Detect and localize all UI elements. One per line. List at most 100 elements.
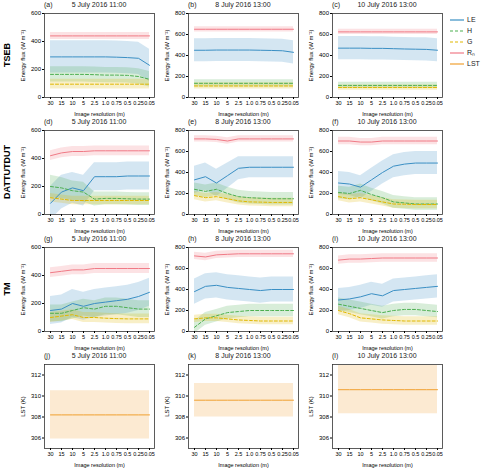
svg-text:15: 15 — [58, 217, 64, 223]
svg-text:0.75: 0.75 — [111, 217, 122, 223]
svg-text:312: 312 — [31, 372, 42, 378]
svg-text:308: 308 — [319, 414, 330, 420]
svg-text:308: 308 — [31, 414, 42, 420]
svg-text:Image resolution (m): Image resolution (m) — [74, 462, 125, 468]
svg-text:2.5: 2.5 — [91, 100, 99, 106]
svg-text:30: 30 — [47, 334, 53, 340]
svg-text:0.05: 0.05 — [432, 217, 443, 223]
svg-text:15: 15 — [58, 100, 64, 106]
svg-text:30: 30 — [335, 451, 341, 457]
svg-text:30: 30 — [191, 100, 197, 106]
svg-text:Energy flux (W m⁻²): Energy flux (W m⁻²) — [164, 263, 170, 315]
svg-text:Image resolution (m): Image resolution (m) — [218, 345, 269, 351]
svg-text:400: 400 — [31, 38, 42, 44]
svg-text:0.05: 0.05 — [144, 451, 155, 457]
svg-text:200: 200 — [319, 190, 330, 196]
svg-text:30: 30 — [191, 334, 197, 340]
svg-text:0.05: 0.05 — [432, 100, 443, 106]
svg-text:5: 5 — [82, 217, 85, 223]
svg-text:5: 5 — [370, 217, 373, 223]
svg-text:600: 600 — [175, 148, 186, 154]
svg-text:0.75: 0.75 — [111, 100, 122, 106]
svg-text:0: 0 — [326, 94, 330, 100]
svg-text:Image resolution (m): Image resolution (m) — [218, 111, 269, 117]
svg-text:400: 400 — [319, 169, 330, 175]
svg-text:0.05: 0.05 — [288, 334, 299, 340]
svg-text:30: 30 — [335, 334, 341, 340]
svg-text:0: 0 — [182, 94, 186, 100]
svg-text:1.0: 1.0 — [102, 217, 110, 223]
svg-text:30: 30 — [335, 100, 341, 106]
svg-text:0.5: 0.5 — [124, 217, 132, 223]
svg-text:Energy flux (W m⁻²): Energy flux (W m⁻²) — [20, 29, 26, 81]
svg-text:2.5: 2.5 — [91, 217, 99, 223]
svg-text:800: 800 — [175, 10, 186, 16]
svg-text:10: 10 — [213, 451, 219, 457]
svg-text:1.0: 1.0 — [390, 334, 398, 340]
svg-text:0.25: 0.25 — [133, 334, 144, 340]
svg-text:0.25: 0.25 — [277, 217, 288, 223]
svg-text:Image resolution (m): Image resolution (m) — [362, 462, 413, 468]
svg-text:0.25: 0.25 — [133, 217, 144, 223]
svg-text:600: 600 — [319, 31, 330, 37]
svg-text:400: 400 — [175, 169, 186, 175]
svg-text:600: 600 — [31, 244, 42, 250]
svg-text:30: 30 — [335, 217, 341, 223]
svg-text:Image resolution (m): Image resolution (m) — [362, 228, 413, 234]
svg-text:2.5: 2.5 — [235, 451, 243, 457]
svg-text:LST (K): LST (K) — [308, 396, 314, 417]
svg-text:200: 200 — [31, 300, 42, 306]
svg-text:0.05: 0.05 — [288, 451, 299, 457]
svg-text:0.25: 0.25 — [421, 100, 432, 106]
svg-text:5: 5 — [226, 217, 229, 223]
svg-text:1.0: 1.0 — [246, 334, 254, 340]
svg-text:800: 800 — [175, 244, 186, 250]
svg-text:800: 800 — [319, 127, 330, 133]
svg-text:0.05: 0.05 — [288, 217, 299, 223]
svg-text:10: 10 — [357, 100, 363, 106]
svg-text:2.5: 2.5 — [235, 100, 243, 106]
svg-text:5: 5 — [370, 100, 373, 106]
svg-text:0.05: 0.05 — [432, 334, 443, 340]
svg-text:5: 5 — [82, 334, 85, 340]
svg-text:0: 0 — [182, 211, 186, 217]
svg-text:0.75: 0.75 — [399, 100, 410, 106]
svg-text:15: 15 — [58, 334, 64, 340]
svg-text:400: 400 — [175, 286, 186, 292]
svg-text:310: 310 — [175, 393, 186, 399]
svg-text:0: 0 — [182, 328, 186, 334]
svg-text:1.0: 1.0 — [102, 451, 110, 457]
svg-text:10: 10 — [69, 451, 75, 457]
svg-text:LST (K): LST (K) — [164, 396, 170, 417]
svg-text:0.5: 0.5 — [268, 217, 276, 223]
svg-text:2.5: 2.5 — [379, 217, 387, 223]
svg-text:200: 200 — [319, 307, 330, 313]
svg-text:200: 200 — [319, 73, 330, 79]
svg-text:1.0: 1.0 — [390, 451, 398, 457]
svg-text:200: 200 — [31, 183, 42, 189]
svg-text:15: 15 — [346, 217, 352, 223]
svg-text:Energy flux (W m⁻²): Energy flux (W m⁻²) — [308, 29, 314, 81]
svg-text:5: 5 — [370, 334, 373, 340]
svg-text:Energy flux (W m⁻²): Energy flux (W m⁻²) — [308, 263, 314, 315]
svg-text:15: 15 — [202, 217, 208, 223]
svg-text:1.0: 1.0 — [246, 451, 254, 457]
svg-text:310: 310 — [31, 393, 42, 399]
svg-text:10: 10 — [357, 334, 363, 340]
svg-text:15: 15 — [58, 451, 64, 457]
svg-text:312: 312 — [319, 372, 330, 378]
svg-text:200: 200 — [175, 307, 186, 313]
svg-text:0.75: 0.75 — [255, 334, 266, 340]
svg-text:0.05: 0.05 — [144, 334, 155, 340]
svg-text:5: 5 — [370, 451, 373, 457]
svg-text:15: 15 — [202, 100, 208, 106]
svg-text:2.5: 2.5 — [235, 334, 243, 340]
svg-text:10: 10 — [69, 334, 75, 340]
svg-text:308: 308 — [175, 414, 186, 420]
svg-text:0.5: 0.5 — [412, 217, 420, 223]
svg-text:2.5: 2.5 — [379, 451, 387, 457]
svg-text:1.0: 1.0 — [390, 100, 398, 106]
svg-text:10: 10 — [213, 217, 219, 223]
svg-text:5: 5 — [82, 100, 85, 106]
svg-text:0.25: 0.25 — [133, 100, 144, 106]
